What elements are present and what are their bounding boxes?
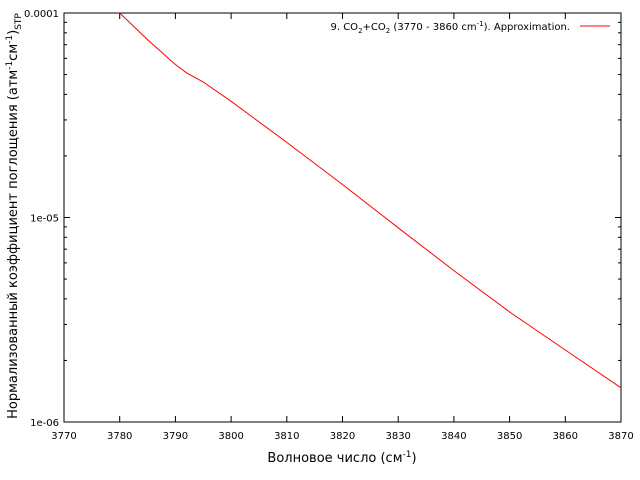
series-group bbox=[119, 12, 622, 389]
x-ticks: 3770 3780 3790 3800 3810 3820 3830 3840 3850 3860… bbox=[51, 13, 634, 442]
x-tick-label: 3790 bbox=[163, 431, 188, 442]
x-tick-label: 3840 bbox=[441, 431, 466, 442]
x-tick-label: 3870 bbox=[608, 431, 633, 442]
y-tick-label: 1e-06 bbox=[30, 418, 59, 429]
y-ticks: 1e-06 1e-05 0.0001 bbox=[24, 9, 621, 429]
x-tick-label: 3800 bbox=[218, 431, 243, 442]
x-tick-label: 3820 bbox=[330, 431, 355, 442]
series-line bbox=[119, 12, 622, 389]
x-axis-title: Волновое число (см-1) bbox=[267, 450, 416, 466]
y-tick-label: 1e-05 bbox=[30, 214, 59, 225]
x-tick-label: 3850 bbox=[497, 431, 522, 442]
y-tick-label: 0.0001 bbox=[24, 9, 59, 20]
x-tick-label: 3810 bbox=[274, 431, 299, 442]
legend-label: 9. CO2+CO2 (3770 - 3860 cm-1). Approxima… bbox=[330, 20, 570, 35]
x-tick-label: 3770 bbox=[51, 431, 76, 442]
x-tick-label: 3830 bbox=[385, 431, 410, 442]
x-tick-label: 3860 bbox=[553, 431, 578, 442]
legend: 9. CO2+CO2 (3770 - 3860 cm-1). Approxima… bbox=[330, 20, 610, 35]
x-tick-label: 3780 bbox=[107, 431, 132, 442]
plot-frame bbox=[63, 12, 622, 423]
y-axis-title: Нормализованный коэффициент поглощения (… bbox=[5, 13, 24, 419]
